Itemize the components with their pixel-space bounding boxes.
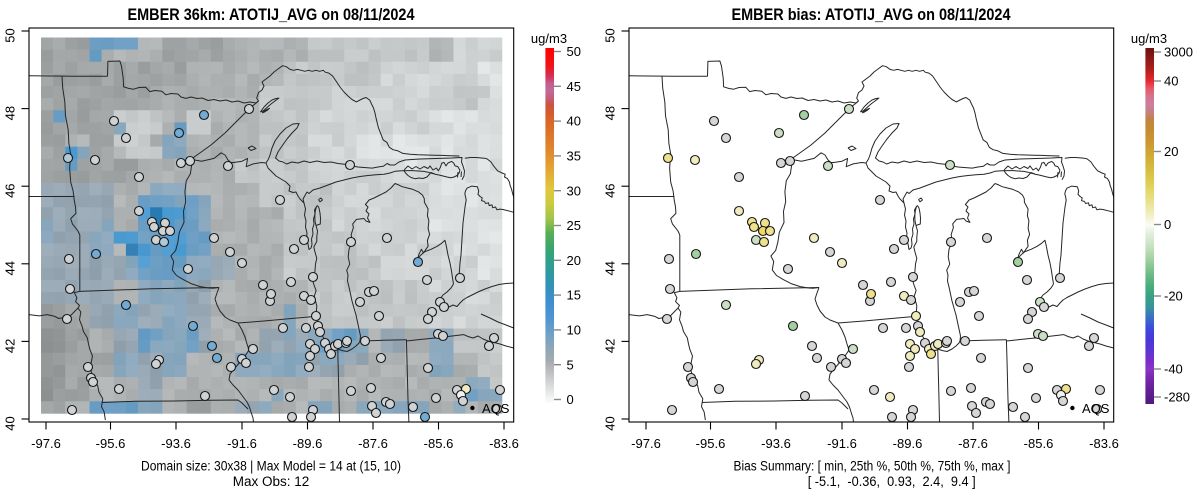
svg-text:3000: 3000 (1164, 45, 1193, 60)
svg-text:5: 5 (567, 357, 574, 372)
svg-text:-87.6: -87.6 (358, 436, 388, 451)
svg-text:-93.6: -93.6 (761, 436, 791, 451)
svg-text:-40: -40 (1164, 362, 1183, 377)
svg-text:-83.6: -83.6 (489, 436, 519, 451)
svg-text:-85.6: -85.6 (1024, 436, 1054, 451)
svg-text:Max Obs: 12: Max Obs: 12 (233, 474, 310, 489)
svg-text:AQS: AQS (1082, 401, 1110, 416)
svg-text:[ -5.1, -0.36, 0.93, 2.4,: [ -5.1, -0.36, 0.93, 2.4, 9.4 ] (808, 474, 976, 489)
svg-text:50: 50 (603, 28, 618, 42)
svg-text:35: 35 (567, 149, 581, 164)
svg-text:25: 25 (567, 218, 581, 233)
svg-text:40: 40 (3, 416, 18, 430)
svg-text:-97.6: -97.6 (31, 436, 61, 451)
svg-text:ug/m3: ug/m3 (1131, 31, 1167, 46)
svg-text:-89.6: -89.6 (293, 436, 323, 451)
svg-text:40: 40 (603, 416, 618, 430)
svg-text:40: 40 (567, 114, 581, 129)
svg-text:40: 40 (1164, 74, 1178, 89)
svg-text:42: 42 (603, 339, 618, 353)
svg-text:48: 48 (603, 106, 618, 120)
svg-text:-20: -20 (1164, 289, 1183, 304)
svg-text:-89.6: -89.6 (893, 436, 923, 451)
svg-text:15: 15 (567, 288, 581, 303)
svg-text:EMBER bias: ATOTIJ_AVG on 08/1: EMBER bias: ATOTIJ_AVG on 08/11/2024 (732, 5, 1012, 24)
svg-text:46: 46 (603, 183, 618, 197)
svg-text:-91.6: -91.6 (827, 436, 857, 451)
svg-text:0: 0 (567, 392, 574, 407)
svg-text:50: 50 (3, 28, 18, 42)
svg-text:-87.6: -87.6 (958, 436, 988, 451)
svg-text:44: 44 (3, 261, 18, 275)
svg-text:Domain size: 30x38 | Max Model: Domain size: 30x38 | Max Model = 14 at (… (141, 459, 401, 474)
svg-text:20: 20 (1164, 144, 1178, 159)
svg-text:-280: -280 (1164, 390, 1190, 405)
svg-text:-91.6: -91.6 (227, 436, 257, 451)
svg-text:-95.6: -95.6 (696, 436, 726, 451)
svg-text:20: 20 (567, 253, 581, 268)
svg-text:-83.6: -83.6 (1089, 436, 1119, 451)
svg-text:10: 10 (567, 323, 581, 338)
svg-text:45: 45 (567, 79, 581, 94)
svg-text:30: 30 (567, 183, 581, 198)
svg-text:-95.6: -95.6 (96, 436, 126, 451)
svg-text:-85.6: -85.6 (424, 436, 454, 451)
svg-text:46: 46 (3, 183, 18, 197)
svg-text:42: 42 (3, 339, 18, 353)
svg-text:0: 0 (1164, 217, 1171, 232)
svg-text:-97.6: -97.6 (631, 436, 661, 451)
svg-text:48: 48 (3, 106, 18, 120)
svg-text:AQS: AQS (482, 401, 510, 416)
svg-text:ug/m3: ug/m3 (531, 31, 567, 46)
svg-text:-93.6: -93.6 (161, 436, 191, 451)
svg-text:44: 44 (603, 261, 618, 275)
svg-text:Bias Summary: [ min, 25th %, 5: Bias Summary: [ min, 25th %, 50th %, 75t… (734, 459, 1011, 474)
svg-text:50: 50 (567, 44, 581, 59)
svg-text:EMBER 36km: ATOTIJ_AVG on 08/1: EMBER 36km: ATOTIJ_AVG on 08/11/2024 (128, 5, 416, 24)
